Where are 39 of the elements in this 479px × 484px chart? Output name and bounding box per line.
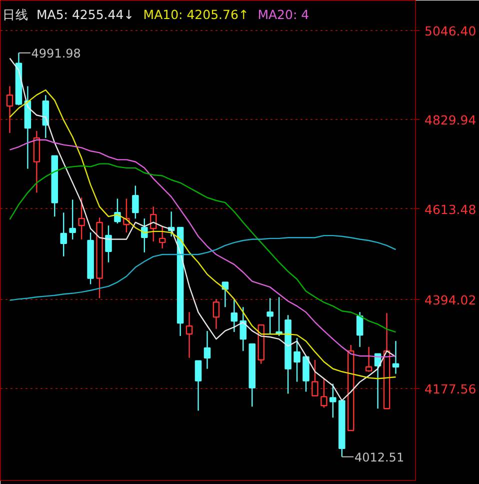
candlestick xyxy=(60,212,67,257)
line-series xyxy=(9,234,396,301)
y-tick-label: 5046.40 xyxy=(424,23,476,38)
candlestick xyxy=(150,206,157,242)
line-series xyxy=(9,58,396,402)
candlestick xyxy=(330,383,336,418)
candlestick xyxy=(33,130,40,194)
candlestick xyxy=(356,311,364,348)
candlestick xyxy=(78,197,85,240)
candlestick xyxy=(194,360,202,412)
candlestick xyxy=(266,298,274,335)
candlestick xyxy=(222,282,229,308)
candlestick xyxy=(69,199,76,240)
y-tick-label: 4829.94 xyxy=(424,112,476,128)
candlestick xyxy=(302,356,310,392)
text: 日线 xyxy=(2,7,28,22)
candlestick xyxy=(320,378,328,408)
y-tick-label: 4177.56 xyxy=(424,382,476,397)
candlestick xyxy=(158,226,166,250)
candlestick xyxy=(365,346,372,372)
annotation: 4991.98 xyxy=(31,46,81,60)
y-tick-label: 4394.02 xyxy=(424,292,476,308)
candlestick xyxy=(312,359,318,396)
text: MA10: 4205.76↑ xyxy=(143,7,249,22)
text: MA20: 4 xyxy=(258,7,310,22)
candlestick xyxy=(141,218,148,253)
candlestick xyxy=(6,86,14,134)
line-series xyxy=(9,89,396,380)
candlestick xyxy=(212,298,220,330)
y-tick-label: 4613.48 xyxy=(424,202,476,217)
text: MA5: 4255.44↓ xyxy=(36,7,134,22)
candlestick xyxy=(132,185,139,220)
candlestick xyxy=(186,311,193,358)
candlestick xyxy=(105,224,112,263)
candlestick xyxy=(294,337,300,382)
candlestick xyxy=(204,330,211,370)
annotation: 4012.51 xyxy=(354,450,404,464)
candlestick xyxy=(230,298,238,333)
candlestick xyxy=(392,340,400,374)
